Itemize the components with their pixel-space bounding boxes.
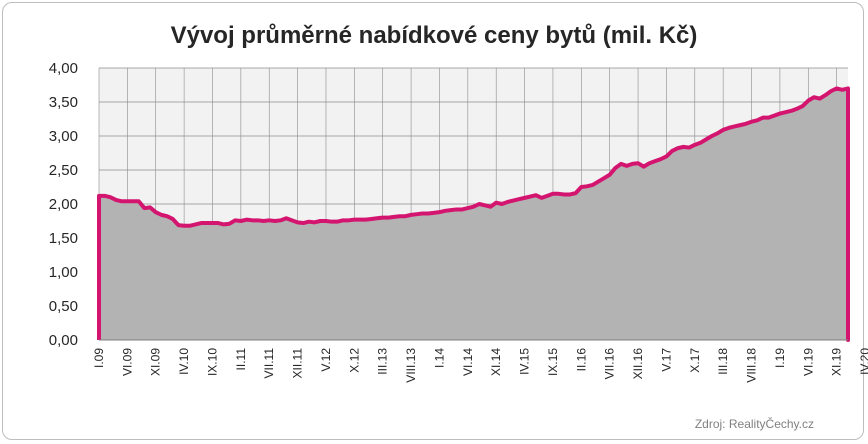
- y-tick-label: 1,50: [49, 230, 78, 247]
- x-tick-label: I.09: [92, 348, 106, 368]
- y-tick-label: 3,00: [49, 128, 78, 145]
- x-axis: I.09 VI.09 XI.09 IV.10 IX.10 II.11 VII.11 XII.1…: [92, 348, 868, 383]
- x-tick-label: X.12: [347, 348, 361, 373]
- x-tick-label: I.19: [773, 348, 787, 368]
- x-tick-label: VII.16: [603, 348, 617, 380]
- y-tick-label: 0,50: [49, 298, 78, 315]
- x-tick-label: XI.14: [489, 348, 503, 376]
- x-tick-label: XII.16: [631, 348, 645, 380]
- x-tick-label: IV.20: [858, 348, 868, 375]
- x-tick-label: IV.15: [518, 348, 532, 375]
- series-marks: [97, 86, 850, 342]
- x-tick-label: VIII.13: [404, 348, 418, 383]
- y-tick-label: 1,00: [49, 264, 78, 281]
- x-tick-label: III.18: [716, 348, 730, 375]
- source-label: Zdroj: RealityČechy.cz: [695, 416, 814, 431]
- chart-title: Vývoj průměrné nabídkové ceny bytů (mil.…: [171, 22, 698, 49]
- x-tick-label: IX.15: [546, 348, 560, 376]
- x-tick-label: I.14: [432, 348, 446, 368]
- x-tick-label: V.17: [659, 348, 673, 372]
- x-tick-label: VI.14: [461, 348, 475, 376]
- x-tick-label: II.16: [574, 348, 588, 372]
- x-tick-label: VI.09: [120, 348, 134, 376]
- x-tick-label: VIII.18: [745, 348, 759, 383]
- x-tick-label: XII.11: [291, 348, 305, 379]
- x-tick-label: II.11: [234, 348, 248, 371]
- x-tick-label: VI.19: [801, 348, 815, 376]
- x-tick-label: XI.19: [830, 348, 844, 376]
- y-tick-label: 3,50: [49, 94, 78, 111]
- x-tick-label: X.17: [688, 348, 702, 373]
- y-tick-label: 2,50: [49, 162, 78, 179]
- y-axis: 0,00 0,50 1,00 1,50 2,00 2,50 3,00 3,50 4,00: [49, 60, 78, 349]
- series-line: [97, 86, 850, 342]
- x-tick-label: XI.09: [149, 348, 163, 376]
- y-tick-label: 2,00: [49, 196, 78, 213]
- x-tick-label: V.12: [319, 348, 333, 372]
- y-tick-label: 4,00: [49, 60, 78, 77]
- x-tick-label: VII.11: [262, 348, 276, 379]
- x-tick-label: IX.10: [205, 348, 219, 376]
- x-tick-label: III.13: [376, 348, 390, 375]
- y-tick-label: 0,00: [49, 332, 78, 349]
- area-fill: [99, 88, 848, 341]
- x-tick-label: IV.10: [177, 348, 191, 375]
